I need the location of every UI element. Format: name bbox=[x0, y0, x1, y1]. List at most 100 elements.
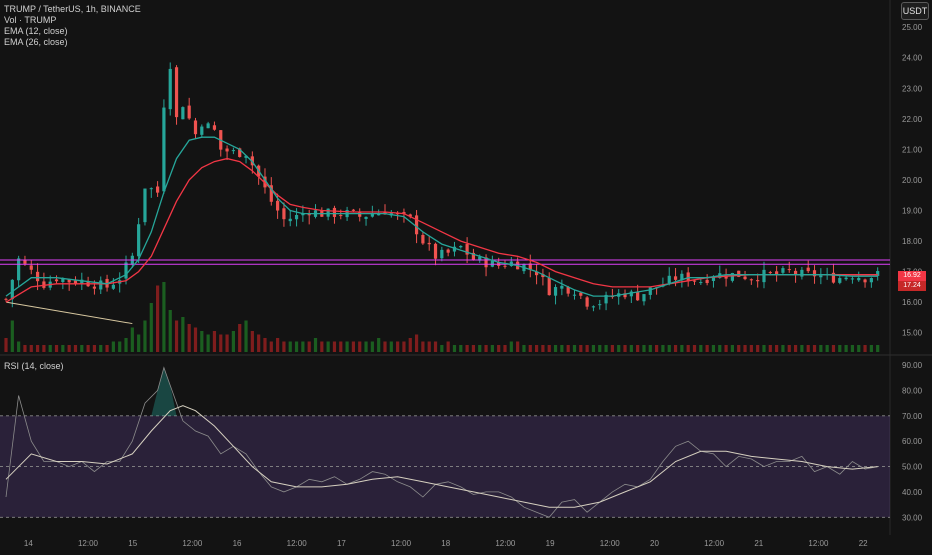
candle-body bbox=[534, 271, 539, 276]
candle-body bbox=[648, 287, 652, 295]
volume-bar bbox=[396, 341, 400, 352]
rsi-tick-label: 60.00 bbox=[902, 437, 923, 446]
rsi-overbought-fill bbox=[151, 367, 177, 416]
time-tick-label: 18 bbox=[441, 539, 450, 548]
volume-bar bbox=[825, 345, 829, 352]
candle-body bbox=[692, 280, 697, 282]
time-tick-label: 12:00 bbox=[600, 539, 621, 548]
candle-body bbox=[427, 242, 431, 245]
volume-bar bbox=[806, 345, 810, 352]
volume-bar bbox=[831, 345, 836, 352]
candle-body bbox=[484, 257, 488, 268]
candle-body bbox=[711, 277, 716, 281]
volume-bar bbox=[212, 331, 217, 352]
candle-body bbox=[187, 105, 191, 119]
volume-bar bbox=[490, 345, 494, 352]
candle-body bbox=[238, 148, 242, 157]
candle-body bbox=[200, 126, 204, 135]
volume-bar bbox=[863, 345, 867, 352]
volume-bar bbox=[35, 345, 40, 352]
volume-bar bbox=[4, 338, 8, 352]
legend-rsi: RSI (14, close) bbox=[4, 361, 64, 372]
volume-bar bbox=[294, 341, 299, 352]
candle-body bbox=[358, 212, 362, 217]
ema26-line bbox=[5, 157, 878, 303]
volume-bar bbox=[427, 341, 431, 352]
candle-body bbox=[364, 216, 368, 219]
candle-body bbox=[244, 155, 248, 158]
candle-body bbox=[787, 269, 791, 271]
candle-body bbox=[566, 287, 570, 294]
candle-body bbox=[560, 285, 564, 289]
volume-bar bbox=[276, 338, 280, 352]
volume-bar bbox=[876, 345, 880, 352]
volume-bar bbox=[553, 345, 558, 352]
legend-symbol[interactable]: TRUMP / TetherUS, 1h, BINANCE bbox=[4, 4, 141, 14]
volume-bar bbox=[61, 345, 65, 352]
volume-bar bbox=[250, 331, 254, 352]
volume-bar bbox=[421, 341, 425, 352]
volume-bar bbox=[433, 341, 438, 352]
legend-rsi-label[interactable]: RSI (14, close) bbox=[4, 361, 64, 371]
rsi-tick-label: 70.00 bbox=[902, 412, 923, 421]
candle-body bbox=[288, 218, 292, 222]
volume-bar bbox=[187, 324, 191, 352]
candle-body bbox=[61, 278, 65, 283]
volume-bar bbox=[389, 341, 393, 352]
volume-bar bbox=[358, 341, 362, 352]
volume-bar bbox=[282, 341, 286, 352]
volume-bar bbox=[414, 334, 419, 352]
price-tick-label: 19.00 bbox=[902, 207, 923, 216]
candle-body bbox=[819, 275, 823, 278]
volume-bar bbox=[238, 324, 242, 352]
candle-body bbox=[806, 267, 810, 272]
candle-body bbox=[307, 214, 311, 216]
candle-body bbox=[629, 291, 633, 297]
candle-body bbox=[591, 306, 596, 308]
volume-bar bbox=[478, 345, 482, 352]
volume-bar bbox=[48, 345, 52, 352]
volume-bar bbox=[206, 334, 210, 352]
legend-ema26[interactable]: EMA (26, close) bbox=[4, 37, 68, 47]
volume-bar bbox=[756, 345, 760, 352]
rsi-tick-label: 30.00 bbox=[902, 513, 923, 522]
candle-body bbox=[433, 243, 438, 259]
volume-bar bbox=[705, 345, 709, 352]
candle-body bbox=[446, 249, 450, 253]
candle-body bbox=[686, 272, 690, 282]
candle-body bbox=[863, 279, 867, 283]
volume-bar bbox=[155, 285, 160, 352]
candle-body bbox=[838, 278, 842, 283]
volume-bar bbox=[80, 345, 84, 352]
volume-bar bbox=[377, 338, 381, 352]
volume-bar bbox=[351, 341, 356, 352]
volume-bar bbox=[686, 345, 690, 352]
volume-bar bbox=[459, 345, 463, 352]
time-tick-label: 21 bbox=[754, 539, 763, 548]
trend-line bbox=[5, 301, 133, 325]
candle-body bbox=[572, 294, 577, 296]
candle-body bbox=[332, 207, 337, 217]
volume-bar bbox=[850, 345, 855, 352]
time-tick-label: 19 bbox=[546, 539, 555, 548]
candle-body bbox=[636, 291, 640, 301]
candle-body bbox=[326, 208, 330, 217]
volume-bar bbox=[257, 334, 261, 352]
currency-button[interactable]: USDT bbox=[901, 2, 929, 20]
time-tick-label: 12:00 bbox=[287, 539, 308, 548]
price-tick-label: 20.00 bbox=[902, 176, 923, 185]
candle-body bbox=[162, 107, 166, 192]
volume-bar bbox=[54, 345, 59, 352]
volume-bar bbox=[383, 341, 387, 352]
candle-body bbox=[850, 278, 855, 280]
candle-body bbox=[503, 265, 507, 267]
candle-body bbox=[73, 280, 78, 284]
volume-bar bbox=[762, 345, 766, 352]
candle-body bbox=[408, 214, 412, 217]
legend-volume[interactable]: Vol · TRUMP bbox=[4, 15, 57, 25]
legend-ema12[interactable]: EMA (12, close) bbox=[4, 26, 68, 36]
time-tick-label: 17 bbox=[337, 539, 346, 548]
volume-bar bbox=[67, 345, 71, 352]
volume-bar bbox=[339, 341, 343, 352]
